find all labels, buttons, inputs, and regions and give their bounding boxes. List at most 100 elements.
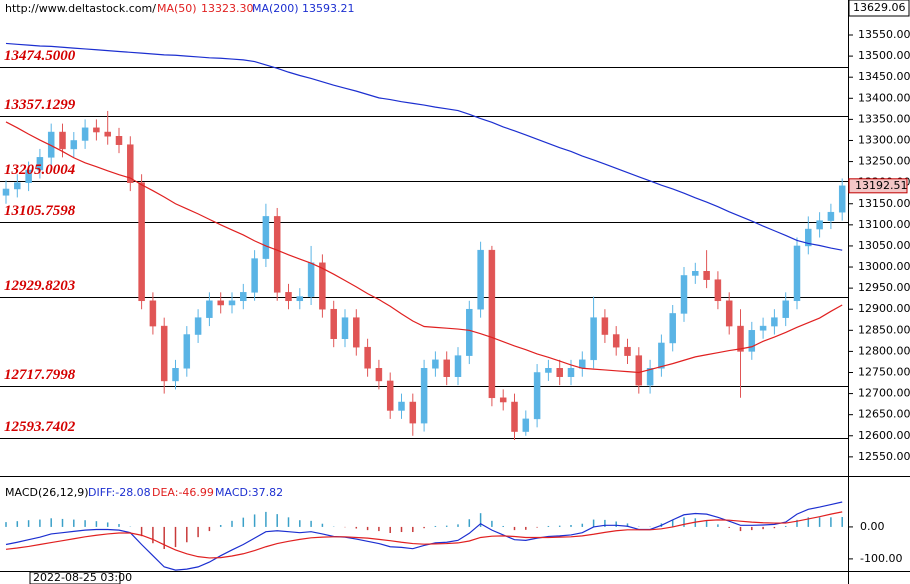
candle-body [567,368,575,377]
candle-body [262,216,270,259]
date-box [29,571,121,584]
candle-body [579,359,586,369]
level-label: 13357.1299 [4,97,76,113]
candle-body [386,380,394,411]
y-tick-label: 13400.00 [858,91,910,104]
candle-body [14,182,21,190]
y-tick-label: 13150.00 [858,197,910,210]
candle-body [353,317,360,348]
macd-label: MACD:37.82 [215,486,283,499]
candle-body [590,317,597,361]
y-tick-label: 13350.00 [858,112,910,125]
candle-body [341,317,349,339]
candle-body [545,368,552,373]
candle-body [771,317,778,327]
candle-body [160,325,168,382]
y-tick-label: 12900.00 [858,302,910,315]
candle-body [805,228,812,247]
candle-body [115,136,123,145]
candle-body [25,169,32,183]
url: http://www.deltastock.com/ [5,2,156,15]
candle-body [194,317,202,335]
candle-body [703,270,710,280]
candle-body [240,292,247,302]
ma200-value: 13593.21 [302,2,355,15]
candle-body [466,308,473,356]
ma200-label: MA(200) [252,2,299,15]
candle-body [319,262,326,310]
y-tick-label: 13050.00 [858,239,910,252]
y-tick-label: 12550.00 [858,450,910,463]
dea-line [5,511,843,559]
candle-body [488,249,496,399]
candle-body [296,296,304,302]
candle-body [499,397,507,403]
level-label: 13474.5000 [4,48,76,64]
candle-body [375,368,383,382]
ma50-label: MA(50) [157,2,197,15]
level-label: 13205.0004 [4,162,76,178]
macd-tick-label: 0.00 [860,520,885,533]
candle-body [217,300,224,306]
candle-body [285,292,292,302]
diff-label: DIFF:-28.08 [88,486,151,499]
y-tick-label: 12850.00 [858,323,910,336]
candle-body [737,325,744,352]
ma50-value: 13323.30 [201,2,254,15]
candle-body [793,245,801,302]
candle-body [59,131,66,150]
candle-body [206,300,213,318]
candle-body [138,182,145,302]
candle-body [432,359,439,369]
candle-body [330,308,337,339]
candle-body [364,346,371,369]
y-tick-label: 12700.00 [858,387,910,400]
y-tick-label: 12800.00 [858,344,910,357]
marks [0,34,853,571]
candle-body [816,220,823,230]
y-tick-label: 13550.00 [858,28,910,41]
y-tick-label: 12650.00 [858,408,910,421]
candle-body [692,270,699,276]
candle-body [409,401,417,424]
candle-body [273,216,281,293]
moving-average [5,121,843,374]
macd-tick-label: -100.00 [860,552,902,565]
candle-body [669,313,676,344]
candle-body [81,127,89,141]
candle-body [782,300,789,318]
level-label: 12929.8203 [4,278,76,294]
level-label: 12593.7402 [4,419,76,435]
candle-body [172,368,179,382]
y-tick-label: 13250.00 [858,155,910,168]
candle-body [2,188,10,196]
candle-body [228,300,236,306]
candle-body [522,418,530,432]
candle-body [658,342,665,369]
candle-body [624,346,631,356]
candle-body [838,185,846,213]
y-tick-label: 12950.00 [858,281,910,294]
y-tick-label: 13300.00 [858,133,910,146]
candle-body [612,334,620,348]
top-price-box [848,0,910,17]
moving-average [5,42,843,251]
y-tick-label: 13450.00 [858,70,910,83]
last-price: 13192.51 [855,179,908,192]
candle-body [827,211,835,221]
diff-line [5,501,843,571]
candle-body [398,401,405,411]
candle-body [556,368,563,377]
candle-body [420,368,428,424]
candle-body [759,325,767,331]
candle-body [454,355,462,377]
top-price: 13629.06 [853,1,906,14]
candle-body [36,157,44,171]
candle-body [635,355,643,386]
candle-body [70,140,78,150]
level-label: 13105.7598 [4,203,76,219]
candle-body [714,279,722,302]
candle-body [149,300,157,327]
